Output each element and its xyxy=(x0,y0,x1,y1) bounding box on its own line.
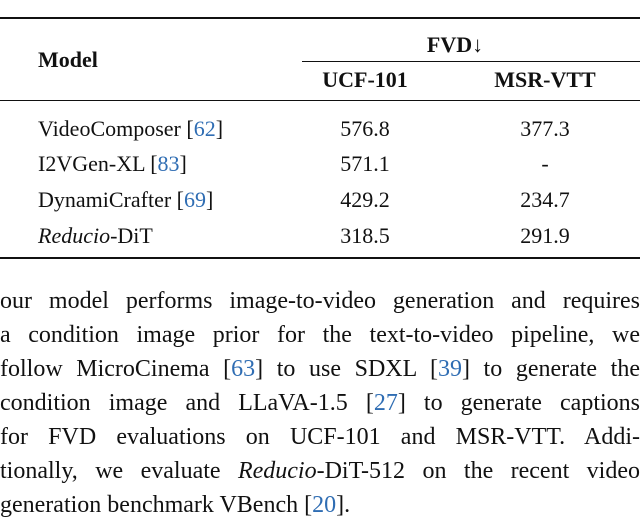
value: 377.3 xyxy=(520,116,570,141)
text: -DiT-512 on the recent video xyxy=(316,458,640,484)
text: ] xyxy=(206,187,214,212)
text: ] xyxy=(179,151,187,176)
citation[interactable]: 39 xyxy=(437,356,462,382)
text: tionally, we evaluate xyxy=(0,458,238,484)
citation[interactable]: 62 xyxy=(193,116,216,141)
model-name: I2VGen-XL [83] xyxy=(38,151,187,177)
model-name: DynamiCrafter [69] xyxy=(38,187,213,213)
text: follow MicroCinema [ xyxy=(0,356,232,382)
line: our model performs image-to-video genera… xyxy=(0,284,640,318)
text: a condition image prior for the text-to-… xyxy=(0,322,640,348)
line: generation benchmark VBench [20]. xyxy=(0,488,640,522)
line: tionally, we evaluate Reducio-DiT-512 on… xyxy=(0,454,640,488)
citation[interactable]: 83 xyxy=(157,151,180,176)
line: a condition image prior for the text-to-… xyxy=(0,318,640,352)
text: -DiT xyxy=(110,223,153,248)
line: follow MicroCinema [63] to use SDXL [39]… xyxy=(0,352,640,386)
text: Reducio xyxy=(38,223,111,248)
text: ] to generate captions xyxy=(397,390,640,416)
text: ] to generate the xyxy=(461,356,640,382)
text: VideoComposer [ xyxy=(38,116,194,141)
header-column: MSR-VTT xyxy=(494,67,596,92)
citation[interactable]: 20 xyxy=(312,492,337,518)
citation[interactable]: 27 xyxy=(373,390,398,416)
text: our model performs image-to-video genera… xyxy=(0,288,640,314)
header-model: Model xyxy=(38,47,98,72)
citation[interactable]: 69 xyxy=(184,187,206,212)
line: for FVD evaluations on UCF-101 and MSR-V… xyxy=(0,420,640,454)
value: 429.2 xyxy=(340,187,390,212)
mid-rule xyxy=(0,100,640,101)
page: Model FVD↓ UCF-101 MSR-VTT VideoComposer… xyxy=(0,17,640,518)
text: for FVD evaluations on UCF-101 and MSR-V… xyxy=(0,424,640,450)
line: condition image and LLaVA-1.5 [27] to ge… xyxy=(0,386,640,420)
value: 234.7 xyxy=(520,187,570,212)
model-name: Reducio-DiT xyxy=(38,223,153,249)
header-column: UCF-101 xyxy=(322,67,408,92)
value: - xyxy=(541,151,549,176)
value: 576.8 xyxy=(340,116,390,141)
text: DynamiCrafter [ xyxy=(38,187,184,212)
text: generation benchmark VBench [ xyxy=(0,492,313,518)
value: 571.1 xyxy=(340,151,390,176)
value: 318.5 xyxy=(340,223,390,248)
header-group: FVD↓ xyxy=(426,32,484,57)
paragraph: our model performs image-to-video genera… xyxy=(0,284,640,522)
citation[interactable]: 63 xyxy=(231,356,256,382)
model-name: VideoComposer [62] xyxy=(38,116,223,142)
text: ] xyxy=(215,116,224,141)
text: Reducio xyxy=(237,458,317,484)
top-rule xyxy=(0,17,640,19)
text: condition image and LLaVA-1.5 [ xyxy=(0,390,374,416)
text: ]. xyxy=(336,492,351,518)
group-rule xyxy=(302,61,640,62)
value: 291.9 xyxy=(520,223,570,248)
bottom-rule xyxy=(0,257,640,259)
text: I2VGen-XL [ xyxy=(38,151,158,176)
text: ] to use SDXL [ xyxy=(255,356,438,382)
